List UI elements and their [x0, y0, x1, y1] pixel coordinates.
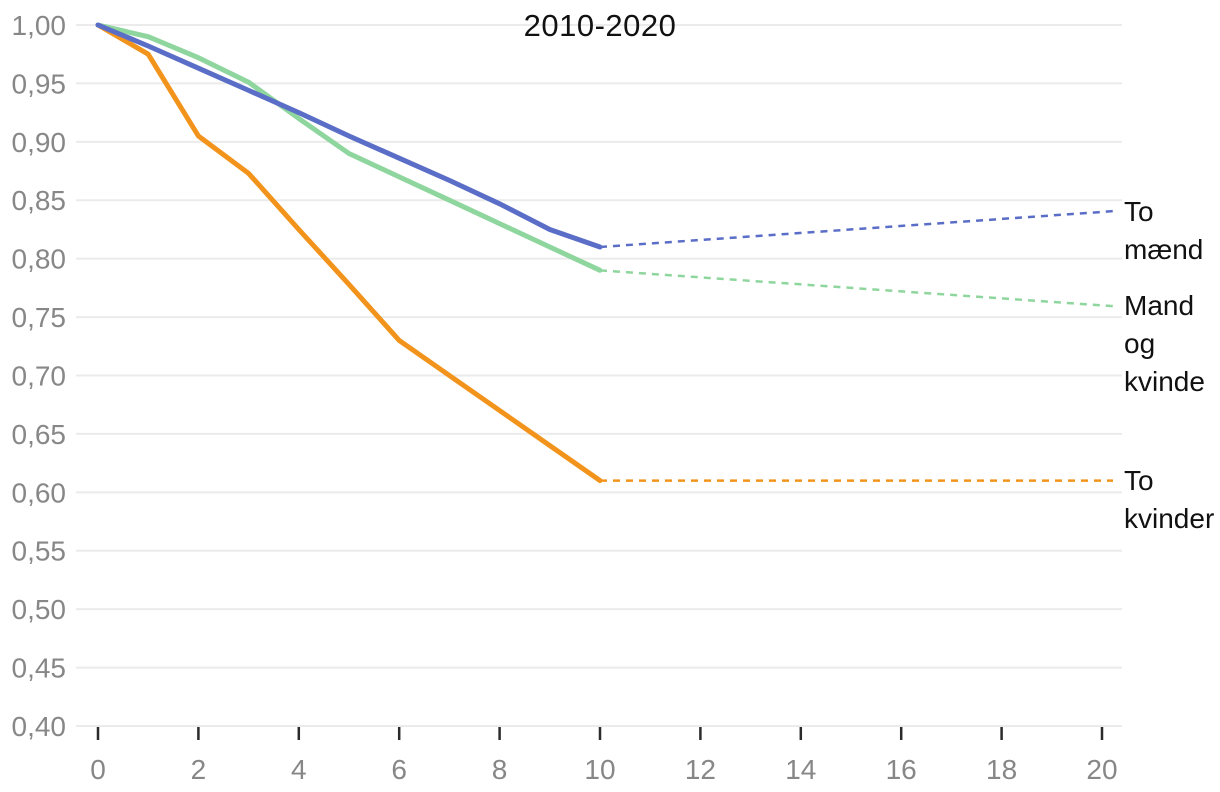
- y-tick-label: 0,50: [12, 594, 67, 625]
- y-tick-label: 0,45: [12, 653, 67, 684]
- y-tick-label: 0,40: [12, 711, 67, 742]
- x-tick-label: 4: [291, 754, 307, 785]
- y-tick-label: 0,75: [12, 302, 67, 333]
- y-tick-label: 0,85: [12, 185, 67, 216]
- x-tick-label: 2: [191, 754, 207, 785]
- y-axis-labels: 1,00 0,95 0,90 0,85 0,80 0,75 0,70 0,65 0,60 0,55…: [12, 10, 67, 742]
- x-axis-ticks: 0 2 4 6 8 10 12 14 16 18 20: [90, 727, 1118, 785]
- y-tick-label: 0,60: [12, 477, 67, 508]
- series-solid-line: [95, 22, 603, 250]
- chart-title: 2010-2020: [523, 8, 677, 43]
- x-tick-label: 16: [886, 754, 917, 785]
- projection-dashed-line: [599, 269, 1114, 308]
- series-solid-line: [95, 22, 603, 273]
- series-label-mand-og-kvinde: Mand og kvinde: [1124, 290, 1205, 397]
- x-tick-label: 0: [90, 754, 106, 785]
- gridlines: [76, 24, 1122, 727]
- y-tick-label: 0,70: [12, 360, 67, 391]
- y-tick-label: 0,55: [12, 536, 67, 567]
- x-tick-label: 8: [492, 754, 508, 785]
- x-tick-label: 12: [685, 754, 716, 785]
- x-tick-label: 6: [391, 754, 407, 785]
- y-tick-label: 1,00: [12, 10, 67, 41]
- y-tick-label: 0,65: [12, 419, 67, 450]
- projection-dashed-line: [599, 209, 1114, 249]
- series-to-m-nd: [95, 22, 1114, 250]
- x-tick-label: 10: [584, 754, 615, 785]
- y-tick-label: 0,90: [12, 127, 67, 158]
- series-mand-og-kvinde: [95, 22, 1114, 308]
- series-label-to-maend: To mænd: [1124, 196, 1204, 265]
- x-tick-label: 18: [986, 754, 1017, 785]
- y-tick-label: 0,95: [12, 68, 67, 99]
- series-to-kvinder: [95, 22, 1113, 484]
- series-solid-line: [95, 22, 603, 484]
- series-label-to-kvinder: To kvinder: [1124, 465, 1215, 534]
- x-tick-label: 14: [785, 754, 816, 785]
- x-tick-label: 20: [1086, 754, 1117, 785]
- y-tick-label: 0,80: [12, 244, 67, 275]
